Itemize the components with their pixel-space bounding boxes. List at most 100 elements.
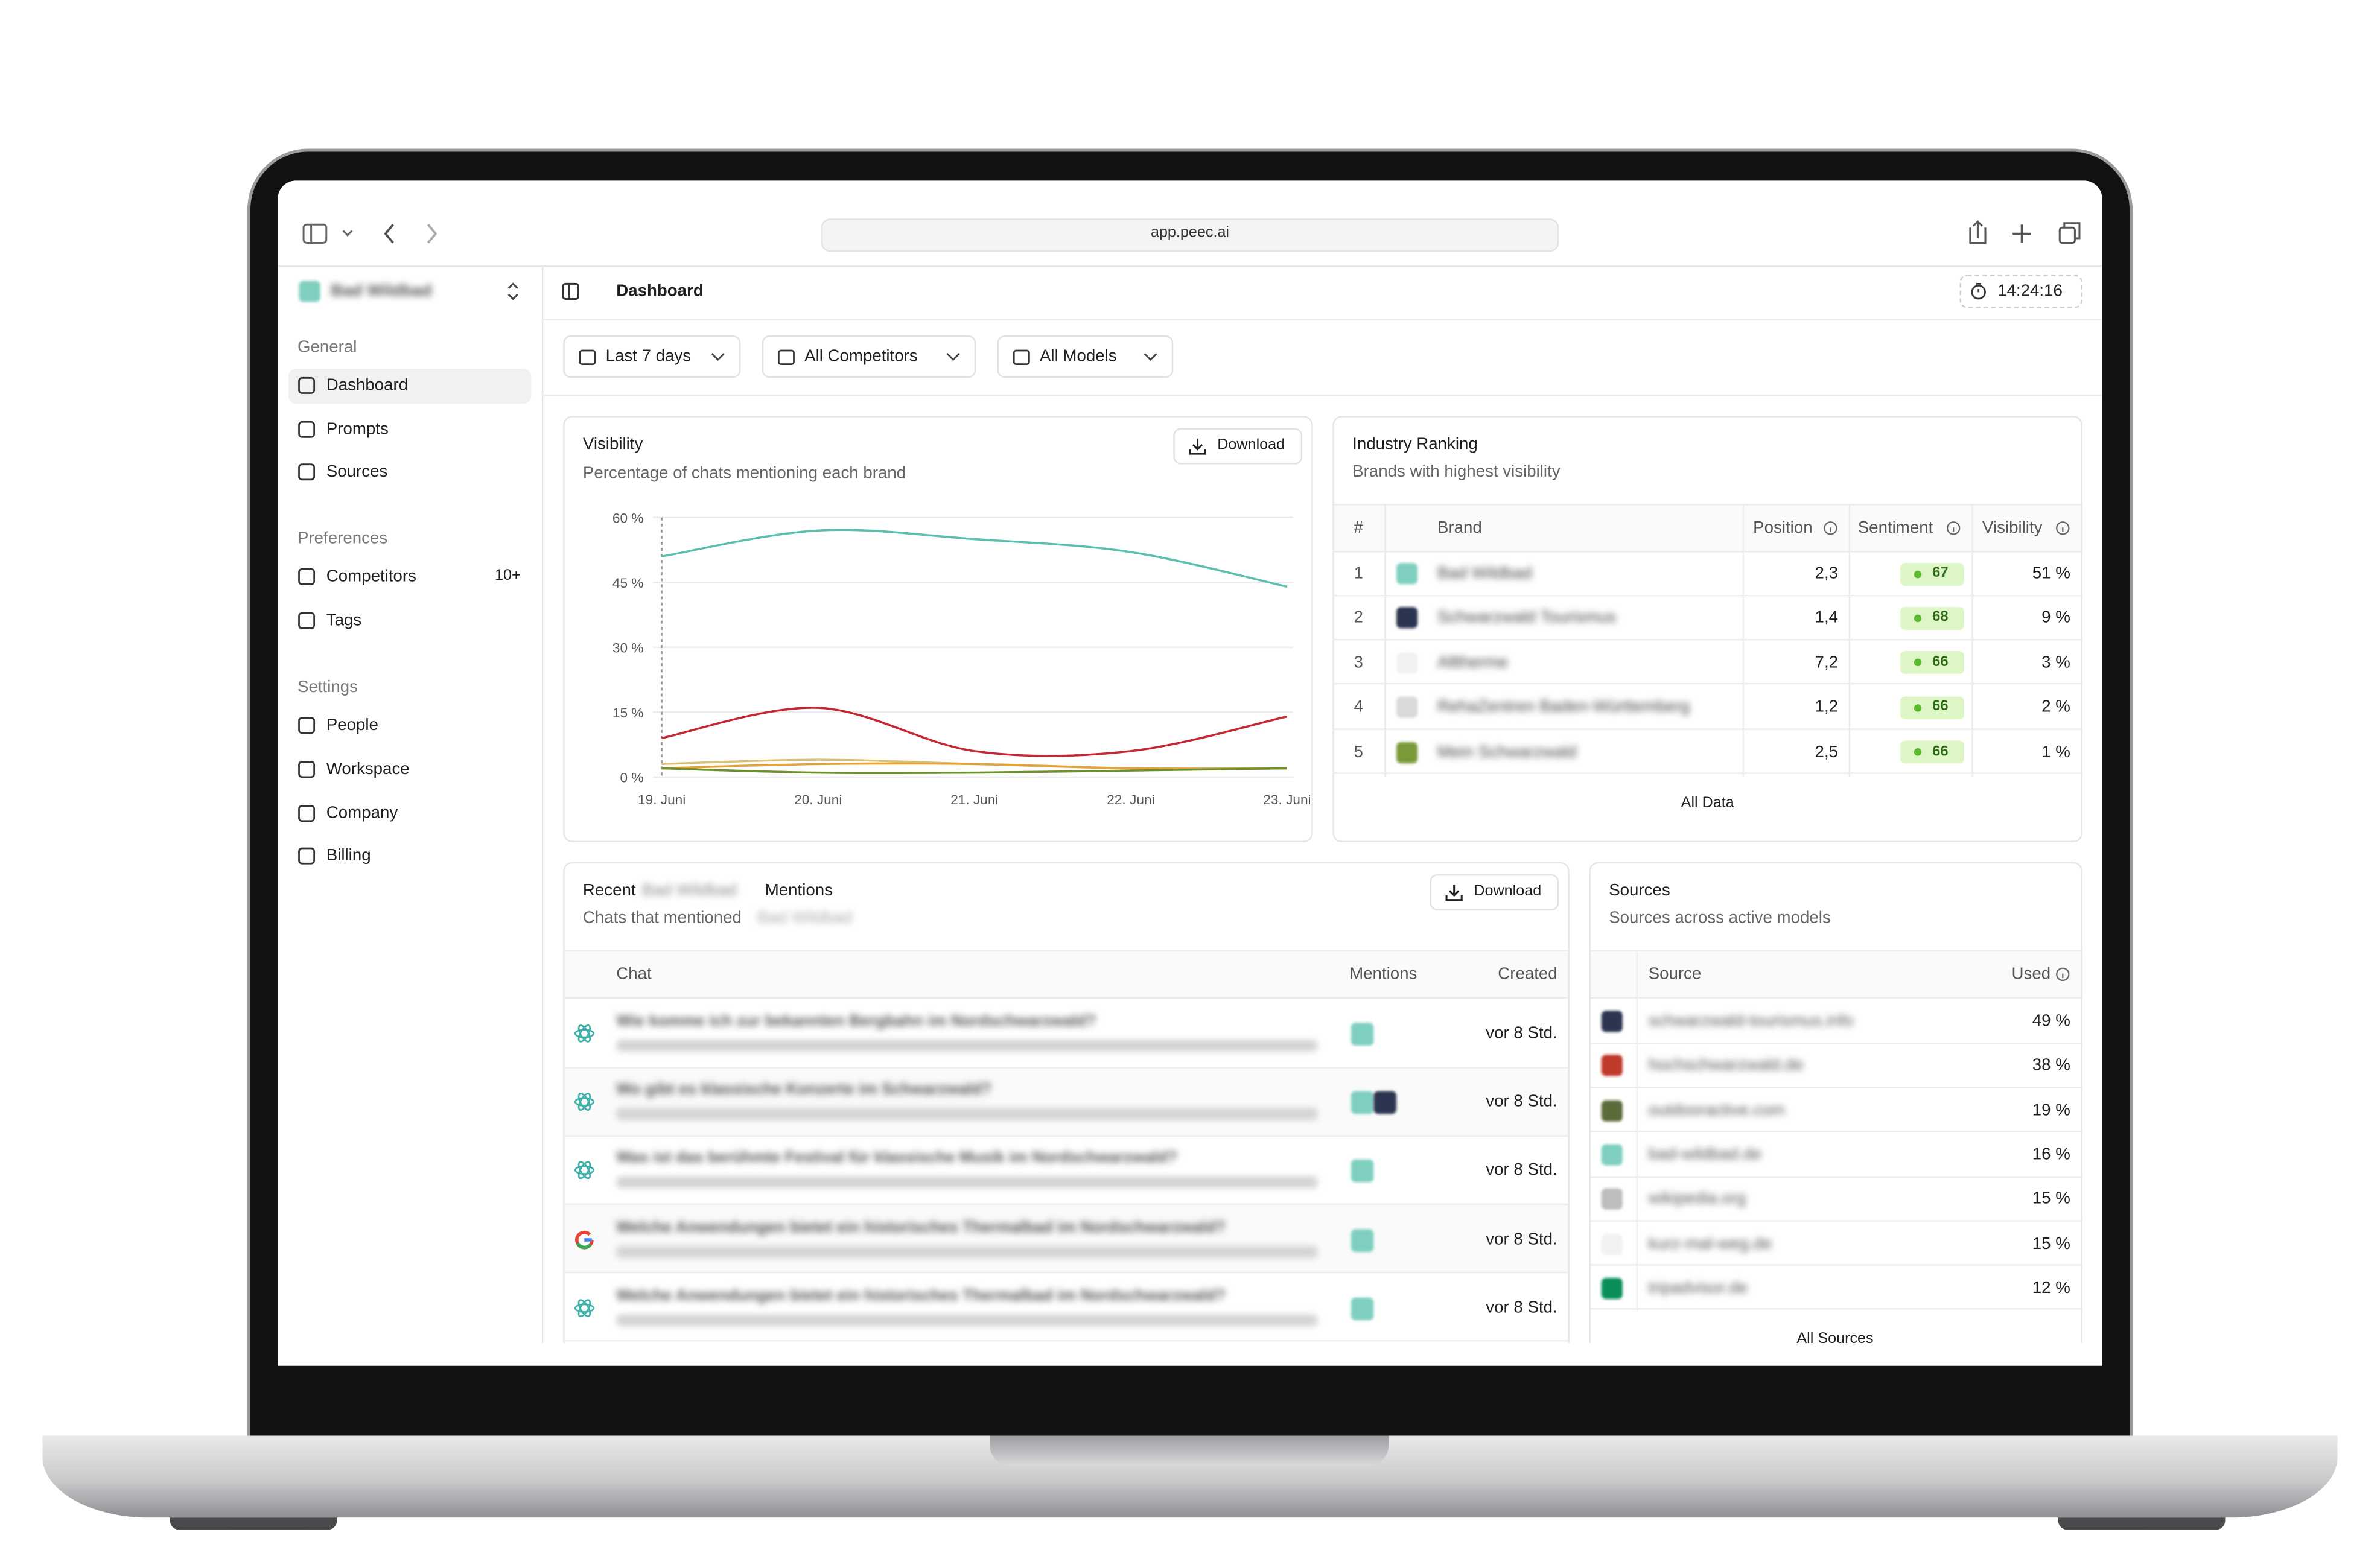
position: 2,5 — [1815, 743, 1839, 761]
workspace-chevrons — [508, 282, 518, 300]
position: 7,2 — [1815, 653, 1839, 672]
filter-label[interactable]: All Models — [1039, 348, 1117, 366]
series-line — [661, 529, 1288, 588]
filter-button[interactable] — [563, 335, 741, 378]
download-icon — [1189, 438, 1206, 455]
table-header: Chat — [616, 965, 652, 983]
mention-swatch — [1351, 1160, 1374, 1183]
table-row[interactable] — [1591, 999, 2081, 1044]
chat-question: Wie komme ich zur bekannten Bergbahn im … — [616, 1012, 1096, 1031]
table-row[interactable] — [1334, 641, 2081, 685]
table-footer-link[interactable]: All Data — [1681, 795, 1734, 812]
rank: 2 — [1354, 609, 1363, 627]
visibility: 51 % — [2032, 564, 2070, 583]
card-title: Recent — [582, 882, 636, 900]
table-header: Position — [1753, 519, 1813, 538]
nav-item[interactable]: Billing — [326, 847, 371, 866]
filter-label[interactable]: Last 7 days — [605, 348, 692, 366]
model-icon — [574, 1298, 594, 1317]
source-icon — [1601, 1144, 1623, 1166]
chat-preview — [616, 1245, 1318, 1258]
table-row[interactable] — [1334, 730, 2081, 775]
table-row[interactable] — [1591, 1044, 2081, 1088]
source-icon — [1601, 1011, 1623, 1032]
sentiment-badge — [1900, 696, 1964, 719]
table-header: Visibility — [1982, 519, 2043, 538]
table-row[interactable] — [564, 1136, 1568, 1206]
mention-swatch — [1351, 1023, 1374, 1046]
model-icon — [574, 1093, 594, 1111]
sidebar-section-title: Settings — [297, 678, 358, 697]
table-row[interactable] — [564, 1273, 1568, 1342]
table-row[interactable] — [564, 999, 1568, 1068]
source-domain: wikipedia.org — [1648, 1190, 1746, 1209]
nav-item[interactable]: Prompts — [326, 419, 389, 439]
table-row[interactable] — [564, 1205, 1568, 1274]
filter-label[interactable]: All Competitors — [804, 348, 918, 366]
nav-icon — [298, 848, 316, 865]
table-row[interactable] — [1591, 1132, 2081, 1177]
table-row[interactable] — [564, 1067, 1568, 1137]
sentiment-dot — [1914, 659, 1922, 667]
nav-item[interactable]: Workspace — [326, 760, 410, 778]
model-icon — [574, 1161, 594, 1180]
nav-item[interactable]: Tags — [326, 611, 362, 631]
brand-swatch — [1396, 563, 1418, 585]
table-row[interactable] — [1334, 596, 2081, 641]
address-bar[interactable] — [821, 218, 1559, 252]
mention-swatch — [1351, 1297, 1374, 1320]
nav-item[interactable]: People — [326, 716, 378, 735]
filter-icon — [1013, 349, 1030, 366]
series-line — [661, 707, 1288, 757]
brand-name: RehaZentren Baden-Württemberg — [1437, 698, 1690, 717]
table-row[interactable] — [1334, 551, 2081, 596]
source-icon — [1601, 1055, 1623, 1077]
nav-item[interactable]: Competitors — [326, 568, 416, 586]
visibility-chart: 0 % 15 % 30 % 45 % 60 % 19. Juni 20. Juni 21. J… — [612, 511, 1311, 808]
y-tick-label: 60 % — [612, 511, 644, 526]
brand-swatch — [1396, 652, 1418, 674]
table-header: Sentiment — [1857, 519, 1933, 538]
brand-name: Schwarzwald Tourismus — [1437, 609, 1617, 627]
source-icon — [1601, 1188, 1623, 1210]
series-line — [661, 762, 1287, 770]
y-tick-label: 45 % — [612, 576, 644, 591]
source-icon — [1601, 1277, 1623, 1299]
table-row[interactable] — [1334, 685, 2081, 730]
sentiment-badge — [1900, 606, 1964, 630]
source-used: 19 % — [2032, 1101, 2070, 1120]
chat-preview — [616, 1314, 1318, 1326]
brand-swatch — [1396, 741, 1418, 763]
chevron — [946, 353, 960, 361]
sentiment-dot — [1914, 748, 1922, 756]
table-row[interactable] — [1591, 1266, 2081, 1310]
filter-button[interactable] — [762, 335, 976, 378]
series-line — [661, 767, 1287, 775]
sidebar-section-title: Preferences — [297, 530, 388, 549]
sentiment: 66 — [1932, 698, 1949, 716]
sentiment: 66 — [1932, 743, 1949, 760]
position: 1,4 — [1815, 609, 1839, 627]
rank: 1 — [1354, 564, 1363, 583]
table-row[interactable] — [1591, 1088, 2081, 1133]
nav-item[interactable]: Sources — [326, 463, 388, 482]
position: 2,3 — [1815, 564, 1839, 583]
table-row[interactable] — [1591, 1221, 2081, 1266]
table-row[interactable] — [1591, 1177, 2081, 1222]
nav-icon — [298, 568, 316, 586]
nav-item[interactable]: Company — [326, 803, 398, 822]
table-header-bg — [1334, 504, 2081, 553]
table-footer-link[interactable]: All Sources — [1796, 1330, 1874, 1348]
brand-swatch — [1396, 608, 1418, 629]
chat-preview — [616, 1108, 1318, 1120]
filter-button[interactable] — [997, 335, 1174, 378]
visibility: 2 % — [2041, 698, 2070, 717]
sentiment: 66 — [1932, 653, 1949, 671]
nav-item[interactable]: Dashboard — [326, 376, 409, 395]
source-icon — [1601, 1233, 1623, 1254]
source-used: 16 % — [2032, 1145, 2070, 1164]
visibility: 3 % — [2041, 653, 2070, 672]
